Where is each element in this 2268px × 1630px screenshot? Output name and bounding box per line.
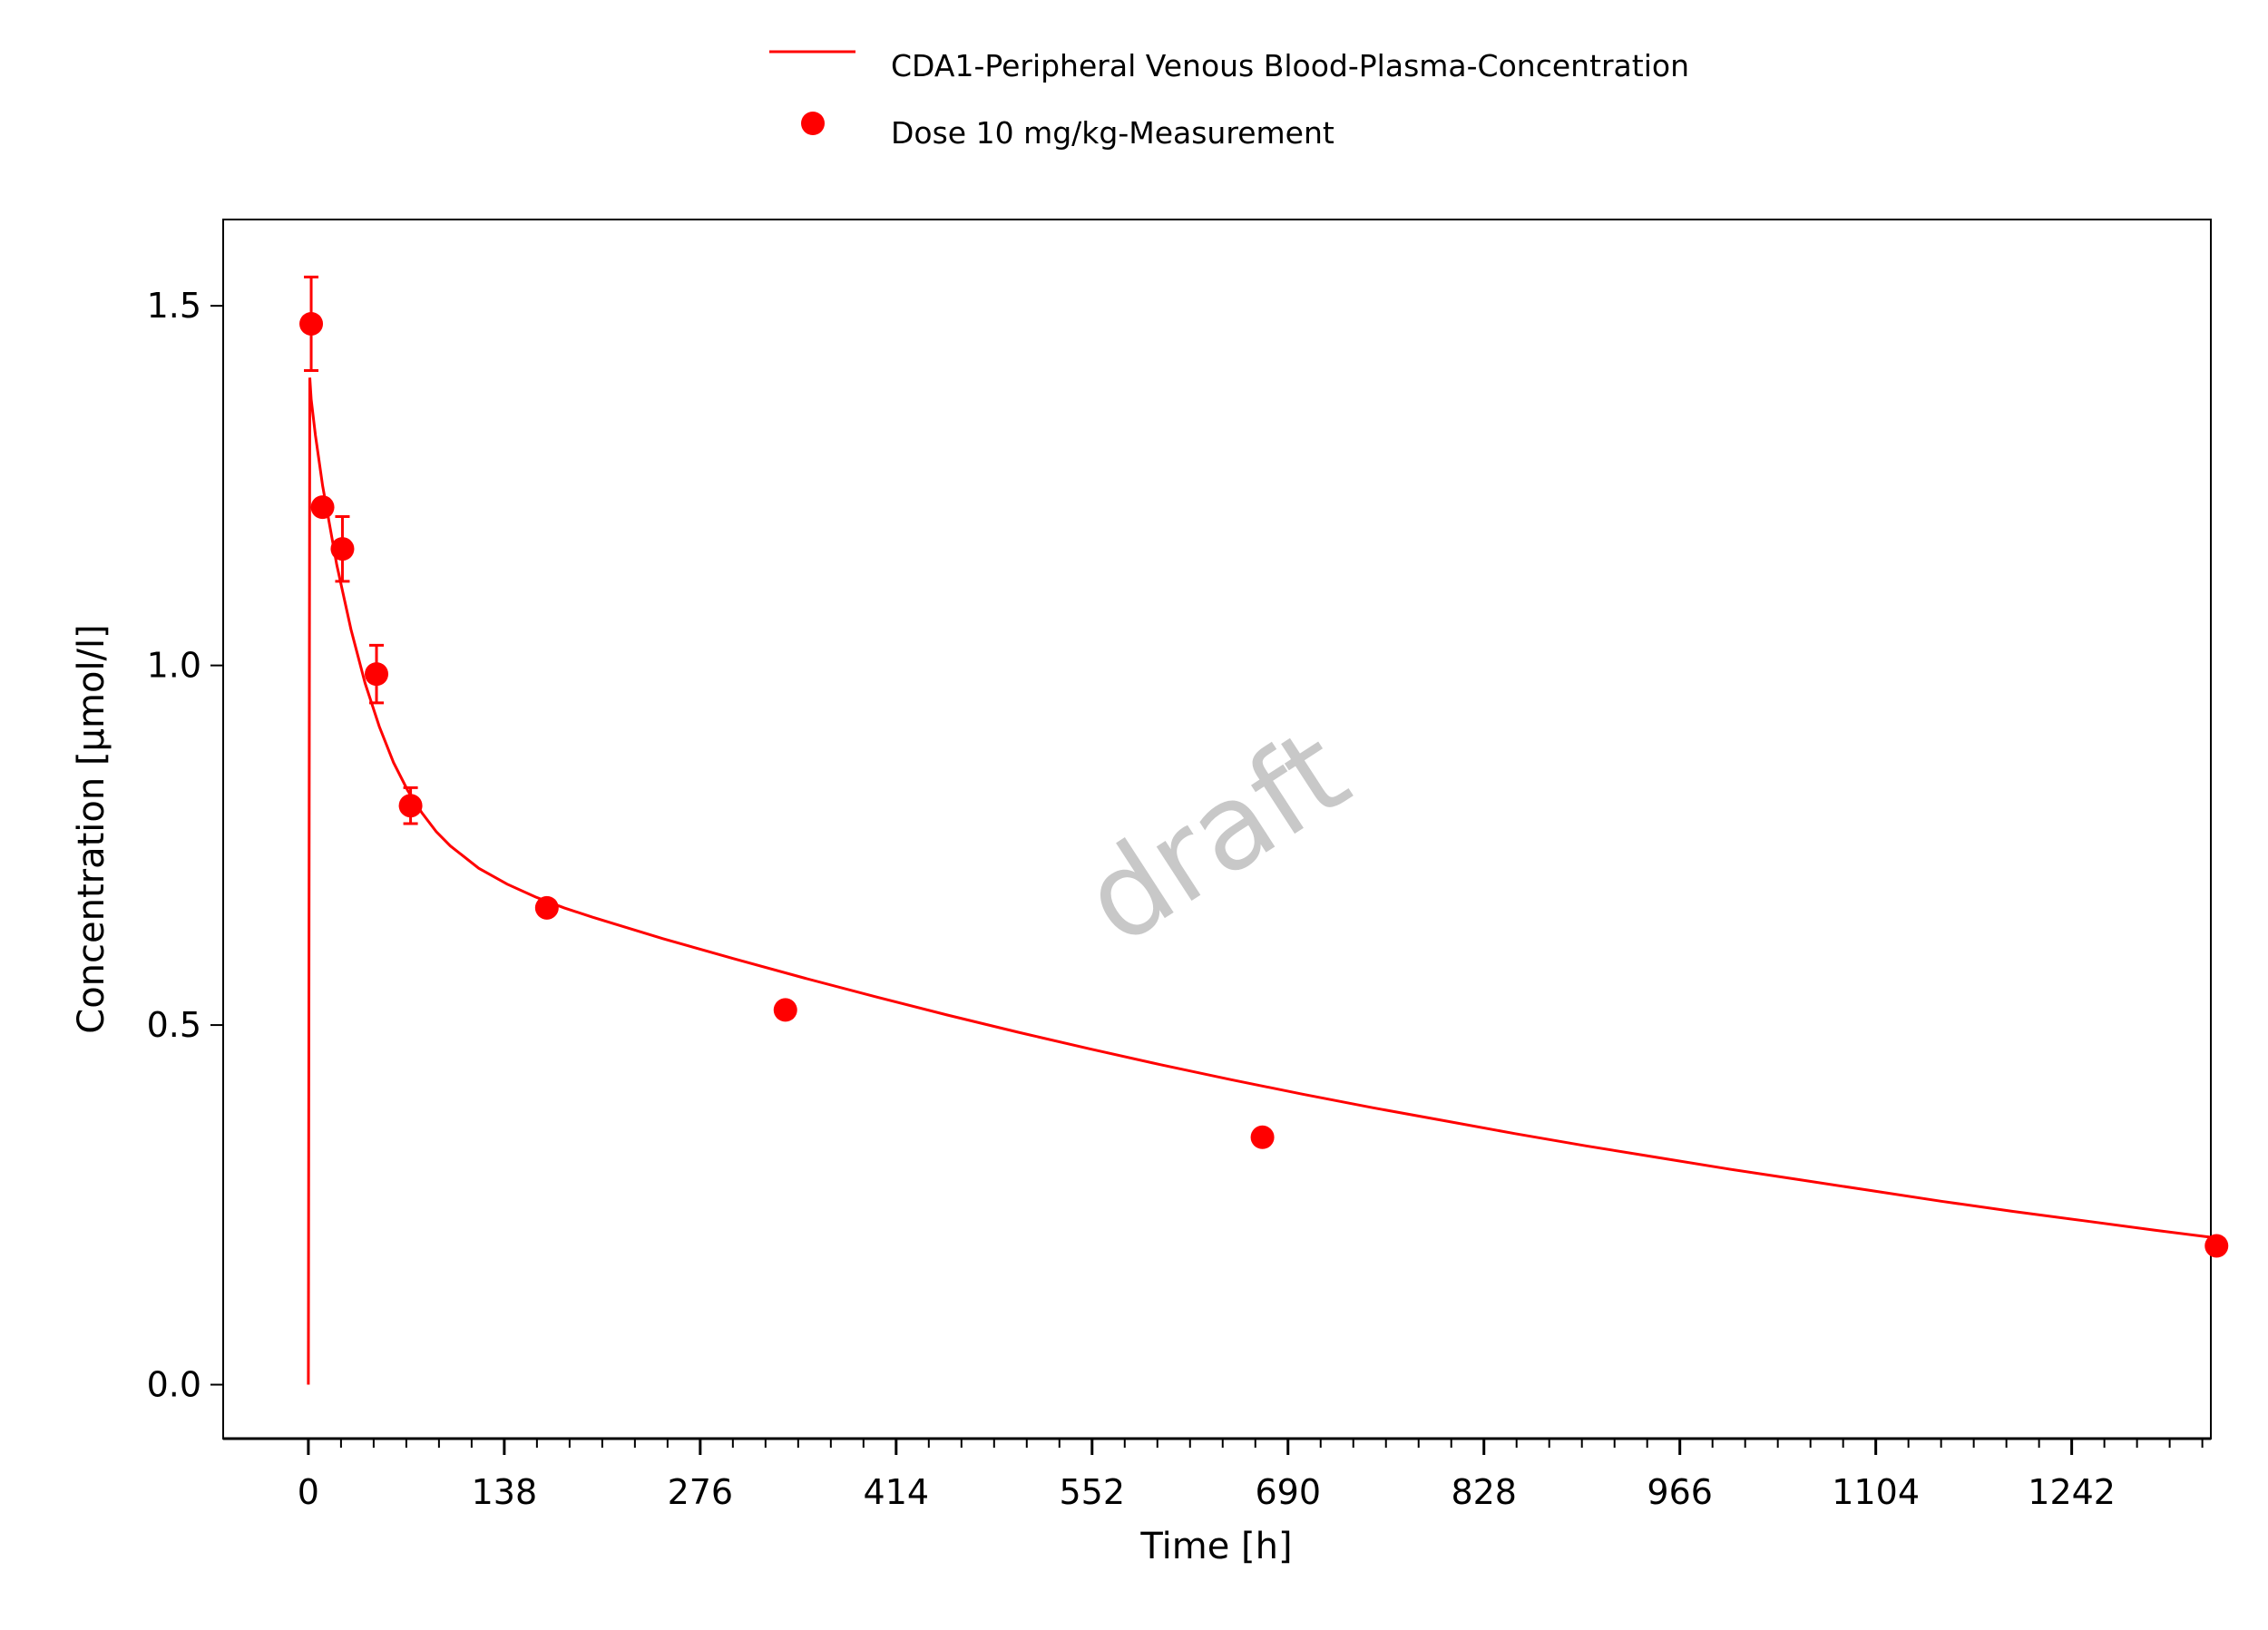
x-tick-label: 690 <box>1255 1472 1321 1512</box>
legend-marker-swatch <box>801 112 825 135</box>
y-tick-label: 1.5 <box>147 286 201 326</box>
data-point <box>1250 1125 1275 1149</box>
data-point <box>398 794 423 818</box>
data-point <box>365 662 389 687</box>
x-tick-label: 138 <box>472 1472 538 1512</box>
data-point <box>773 998 797 1022</box>
data-point <box>2204 1234 2229 1258</box>
y-axis-title: Concentration [µmol/l] <box>71 624 112 1033</box>
series-layer <box>299 275 2229 1385</box>
data-point <box>310 495 335 520</box>
y-tick-label: 0.0 <box>147 1365 201 1405</box>
x-tick-label: 966 <box>1647 1472 1713 1512</box>
x-tick-label: 0 <box>298 1472 319 1512</box>
data-point <box>534 895 559 920</box>
data-point <box>330 537 355 561</box>
y-tick-label: 1.0 <box>147 646 201 686</box>
series-line-simulation <box>307 377 2212 1385</box>
data-point <box>299 311 324 336</box>
x-tick-label: 414 <box>864 1472 930 1512</box>
legend-label-line: CDA1-Peripheral Venous Blood-Plasma-Conc… <box>891 48 1689 83</box>
x-tick-label: 552 <box>1060 1472 1126 1512</box>
x-axis-ticks: 0 138 276 414 552 690 828 966 1104 1242 <box>298 1439 2204 1512</box>
x-tick-label: 1104 <box>1832 1472 1920 1512</box>
y-axis-ticks: 0.0 0.5 1.0 1.5 <box>147 286 223 1405</box>
legend: CDA1-Peripheral Venous Blood-Plasma-Conc… <box>769 48 1689 151</box>
y-tick-label: 0.5 <box>147 1005 201 1045</box>
x-tick-label: 828 <box>1451 1472 1517 1512</box>
watermark: draft <box>1060 702 1371 971</box>
x-tick-label: 276 <box>668 1472 734 1512</box>
x-tick-label: 1242 <box>2028 1472 2116 1512</box>
x-axis-title: Time [h] <box>1139 1526 1292 1567</box>
legend-label-scatter: Dose 10 mg/kg-Measurement <box>891 115 1334 151</box>
